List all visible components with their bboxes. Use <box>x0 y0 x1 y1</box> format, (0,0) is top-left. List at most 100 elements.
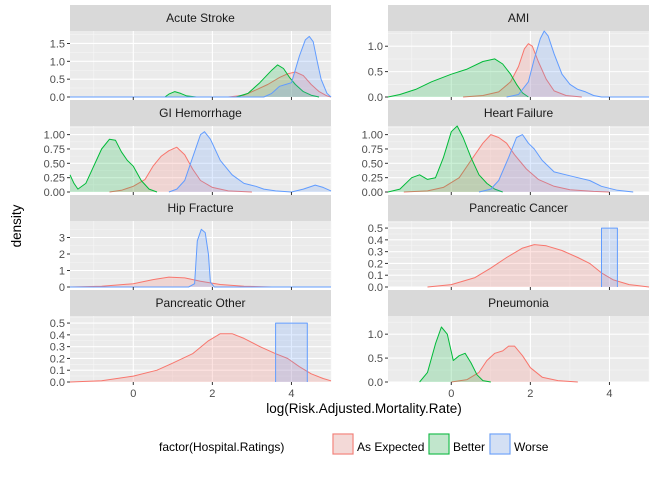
y-tick-label: 0.25 <box>44 173 65 185</box>
y-tick-label: 0.1 <box>50 365 65 377</box>
y-tick-label: 0.5 <box>50 318 65 330</box>
y-tick-label: 0.2 <box>50 353 65 365</box>
x-tick-label: 2 <box>527 388 533 400</box>
density-line-better <box>69 138 158 193</box>
y-tick-label: 1.0 <box>50 56 65 68</box>
density-area-as-expected <box>451 346 578 382</box>
legend-swatch-better <box>428 433 450 455</box>
density-line-as-expected <box>463 43 582 98</box>
y-tick-label: 0.5 <box>368 67 383 79</box>
density-area-as-expected <box>109 147 252 192</box>
strip-hip-fracture <box>70 195 331 221</box>
legend-swatch-as-expected <box>332 433 354 455</box>
density-line-as-expected <box>451 345 578 383</box>
legend-swatch-worse <box>489 433 511 455</box>
x-axis-title: log(Risk.Adjusted.Mortality.Rate) <box>266 401 462 416</box>
y-tick-label: 0.50 <box>362 158 383 170</box>
panel-ami: AMI 0.0 0.5 1.0 <box>368 5 650 104</box>
strip-title-hip-fracture: Hip Fracture <box>167 201 233 215</box>
density-line-better <box>164 64 320 98</box>
x-tick-label: 4 <box>606 388 612 400</box>
legend-key-background <box>428 433 450 455</box>
y-axis-title: density <box>9 204 24 247</box>
density-area-better <box>70 139 157 192</box>
legend-item-worse: Worse <box>489 433 549 455</box>
strip-pancreatic-other <box>70 290 331 316</box>
y-tick-label: 0.00 <box>44 187 65 199</box>
density-area-worse <box>479 134 634 192</box>
panels-group: Acute Stroke 0.0 0.5 1.0 1.5 AMI 0.0 0.5 1.0 GI H… <box>44 5 650 400</box>
y-tick-label: 0.4 <box>50 330 65 342</box>
panel-background <box>388 316 649 382</box>
y-tick-label: 0.50 <box>44 158 65 170</box>
density-line-worse <box>601 227 618 287</box>
panel-gi-hemorrhage: GI Hemorrhage 0.00 0.25 0.50 0.75 1.00 <box>44 100 332 199</box>
panel-background <box>388 221 649 287</box>
density-line-as-expected <box>403 134 610 193</box>
y-tick-label: 1.5 <box>50 38 65 50</box>
strip-acute-stroke <box>70 5 331 31</box>
strip-title-ami: AMI <box>508 11 529 25</box>
y-tick-label: 0.0 <box>368 92 383 104</box>
density-line-worse <box>506 30 649 98</box>
density-line-worse <box>168 131 332 193</box>
y-tick-label: 1.0 <box>368 329 383 341</box>
strip-title-pancreatic-other: Pancreatic Other <box>155 296 245 310</box>
density-line-as-expected <box>69 276 272 288</box>
density-area-worse <box>168 131 331 192</box>
legend-label-worse: Worse <box>514 440 549 454</box>
y-tick-label: 0.75 <box>44 144 65 156</box>
y-tick-label: 0.75 <box>362 144 383 156</box>
y-tick-label: 2 <box>59 249 65 261</box>
density-area-better <box>388 126 503 192</box>
panel-hip-fracture: Hip Fracture 0 1 2 3 <box>59 195 332 294</box>
density-line-as-expected <box>69 333 332 383</box>
panel-background <box>70 31 331 97</box>
strip-title-heart-failure: Heart Failure <box>484 106 554 120</box>
density-area-worse <box>70 36 331 97</box>
density-area-worse <box>70 229 331 287</box>
legend-key-background <box>489 433 511 455</box>
density-area-better <box>164 64 320 97</box>
legend-key-background <box>332 433 354 455</box>
legend: factor(Hospital.Ratings) As Expected Bett… <box>159 433 549 455</box>
x-tick-label: 0 <box>448 388 454 400</box>
y-tick-label: 0.0 <box>50 377 65 389</box>
density-area-as-expected <box>427 244 649 287</box>
density-area-better <box>419 327 491 382</box>
x-tick-label: 4 <box>288 388 294 400</box>
y-tick-label: 1.0 <box>368 41 383 53</box>
density-area-worse <box>601 228 618 287</box>
density-line-better <box>419 326 491 383</box>
y-tick-label: 0.4 <box>368 235 383 247</box>
y-tick-label: 0.00 <box>362 187 383 199</box>
density-area-as-expected <box>463 43 582 97</box>
strip-title-gi-hemorrhage: GI Hemorrhage <box>159 106 242 120</box>
legend-label-as-expected: As Expected <box>357 440 424 454</box>
density-area-worse <box>275 323 308 382</box>
x-tick-label: 2 <box>209 388 215 400</box>
panel-pneumonia: Pneumonia 0.0 0.5 1.0 0 2 4 <box>368 290 650 400</box>
density-area-better <box>388 58 529 97</box>
legend-item-better: Better <box>428 433 485 455</box>
panel-background <box>70 316 331 382</box>
y-tick-label: 1.00 <box>362 130 383 142</box>
strip-pneumonia <box>388 290 649 316</box>
legend-label-better: Better <box>453 440 485 454</box>
y-tick-label: 0.0 <box>368 282 383 294</box>
density-line-worse <box>275 322 308 382</box>
panel-background <box>388 31 649 97</box>
y-tick-label: 0.3 <box>368 247 383 259</box>
y-tick-label: 0.0 <box>50 92 65 104</box>
density-area-as-expected <box>70 333 331 382</box>
y-tick-label: 3 <box>59 233 65 245</box>
y-tick-label: 0.1 <box>368 270 383 282</box>
y-tick-label: 0.5 <box>368 223 383 235</box>
density-line-as-expected <box>427 244 650 288</box>
y-tick-label: 0.0 <box>368 377 383 389</box>
panel-pancreatic-other: Pancreatic Other 0.00.10.20.30.40.5 0 2 4 <box>50 290 332 400</box>
y-tick-label: 0.5 <box>368 353 383 365</box>
strip-title-pancreatic-cancer: Pancreatic Cancer <box>469 201 568 215</box>
density-line-worse <box>478 134 634 193</box>
